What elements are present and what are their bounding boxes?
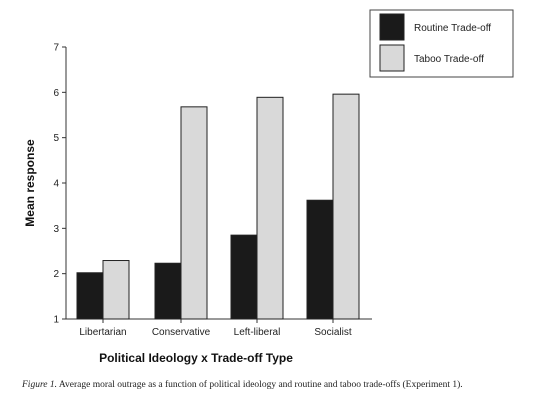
x-axis-label: Political Ideology x Trade-off Type bbox=[99, 351, 293, 365]
bar-taboo-conservative bbox=[180, 106, 208, 320]
legend-label: Taboo Trade-off bbox=[414, 54, 484, 65]
y-tick-label: 3 bbox=[53, 224, 59, 235]
bar-chart: Routine Trade-off Taboo Trade-off 1 2 3 4 5 6 7… bbox=[23, 9, 514, 365]
figure-caption: Figure 1. Average moral outrage as a fun… bbox=[22, 379, 522, 391]
x-tick-label: Left-liberal bbox=[234, 327, 281, 338]
bar-routine-left-liberal bbox=[230, 234, 258, 320]
bar-taboo-socialist bbox=[332, 93, 360, 320]
y-axis-label: Mean response bbox=[23, 139, 37, 227]
bar-routine-socialist bbox=[306, 199, 334, 320]
bar-routine-conservative bbox=[154, 262, 182, 320]
caption-text: Average moral outrage as a function of p… bbox=[58, 380, 463, 390]
legend-swatch-taboo bbox=[379, 44, 405, 72]
y-tick-label: 6 bbox=[53, 88, 59, 99]
y-tick-label: 5 bbox=[53, 133, 59, 144]
x-tick-label: Socialist bbox=[314, 327, 351, 338]
y-tick-label: 4 bbox=[53, 179, 59, 190]
bars bbox=[76, 93, 360, 320]
y-tick-label: 7 bbox=[53, 43, 59, 54]
legend-label: Routine Trade-off bbox=[414, 23, 491, 34]
caption-label: Figure 1. bbox=[22, 380, 58, 390]
y-tick-label: 1 bbox=[53, 315, 59, 326]
bar-taboo-left-liberal bbox=[256, 96, 284, 320]
y-tick-label: 2 bbox=[53, 269, 59, 280]
bar-routine-libertarian bbox=[76, 272, 104, 320]
x-tick-label: Conservative bbox=[152, 327, 211, 338]
legend-swatch-routine bbox=[379, 13, 405, 41]
legend: Routine Trade-off Taboo Trade-off bbox=[369, 9, 514, 78]
bar-taboo-libertarian bbox=[102, 260, 130, 320]
x-tick-label: Libertarian bbox=[79, 327, 126, 338]
